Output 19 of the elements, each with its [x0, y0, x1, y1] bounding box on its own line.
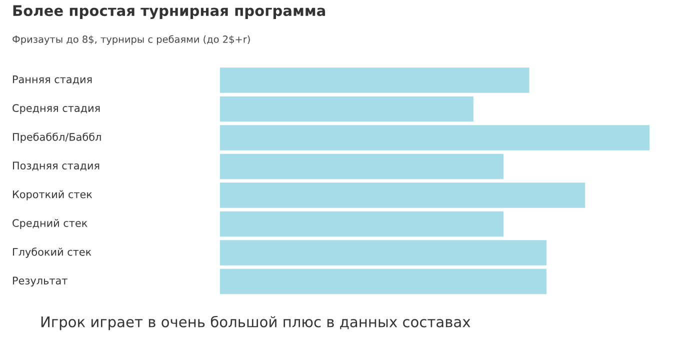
bar — [220, 68, 530, 93]
y-tick-label: Глубокий стек — [13, 248, 92, 258]
bar — [220, 154, 504, 180]
bar — [220, 96, 474, 122]
text: Игрок играет в очень большой плюс в данных составах — [41, 316, 470, 330]
y-tick-label: Поздняя стадия — [13, 162, 100, 171]
bar — [220, 182, 586, 208]
bar — [220, 211, 504, 237]
y-tick-label: Средний стек — [12, 218, 88, 230]
y-tick-label: Короткий стек — [13, 190, 92, 200]
y-tick-label: Средняя стадия — [12, 104, 100, 114]
y-tick-label: Ранняя стадия — [13, 76, 92, 85]
chart-title: Более простая турнирная программа — [13, 5, 326, 20]
bar — [220, 240, 546, 266]
y-tick-label: Результат — [13, 276, 68, 287]
bar — [220, 268, 546, 294]
y-tick-label: Пребаббл/Баббл — [13, 132, 101, 143]
text: Фризауты до 8$, турниры с ребаями (до 2$+r) — [12, 35, 250, 45]
bar — [220, 125, 650, 150]
